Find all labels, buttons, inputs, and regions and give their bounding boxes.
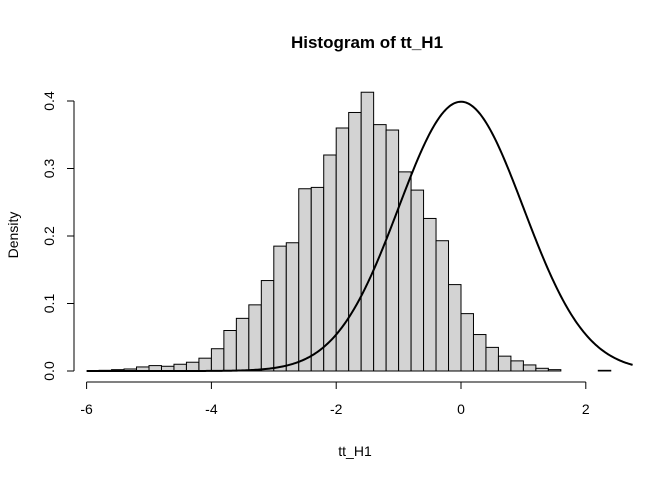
histogram-bar <box>373 124 387 372</box>
histogram-bar <box>198 357 212 372</box>
y-axis: 0.0 0.1 0.2 0.3 0.4 <box>41 91 75 381</box>
y-tick-label: 0.2 <box>41 226 57 246</box>
histogram-bar <box>460 313 474 372</box>
x-axis-label: tt_H1 <box>338 443 372 459</box>
histogram-bar <box>485 346 499 372</box>
histogram-bar <box>448 284 462 372</box>
y-tick-label: 0.3 <box>41 159 57 179</box>
histogram-bar <box>597 369 612 372</box>
histogram-bar <box>435 240 450 372</box>
histogram-bar <box>210 348 225 372</box>
chart-title: Histogram of tt_H1 <box>291 33 443 52</box>
histogram-bar <box>235 317 250 372</box>
histogram-bar <box>410 189 425 372</box>
histogram-bar <box>248 304 262 372</box>
x-tick-label: -6 <box>80 401 93 417</box>
histogram-bar <box>298 188 312 372</box>
histogram-bar <box>223 330 237 372</box>
histogram-bar <box>547 369 562 372</box>
x-tick-label: -4 <box>205 401 218 417</box>
histogram-bar <box>273 245 287 372</box>
y-tick-label: 0.4 <box>41 91 57 111</box>
histogram-bar <box>522 364 537 372</box>
x-tick-label: 0 <box>457 401 465 417</box>
y-tick-label: 0.1 <box>41 294 57 314</box>
histogram-bar <box>335 127 350 372</box>
histogram-bar <box>510 360 524 372</box>
x-tick-label: 2 <box>582 401 590 417</box>
histogram-bar <box>497 355 512 372</box>
histogram-bar <box>348 111 362 372</box>
histogram-bar <box>423 217 437 372</box>
x-tick-label: -2 <box>330 401 343 417</box>
histogram-bar <box>260 280 275 372</box>
histogram-bar <box>360 91 375 372</box>
y-axis-label: Density <box>5 212 21 259</box>
histogram-bar <box>310 186 325 372</box>
histogram-bars <box>98 91 612 372</box>
normal-density-curve <box>86 100 633 372</box>
histogram-bar <box>385 129 400 372</box>
histogram-bar <box>535 367 549 372</box>
histogram-bar <box>285 242 300 372</box>
histogram-bar <box>472 334 487 372</box>
histogram-bar <box>185 361 200 372</box>
histogram-bar <box>323 154 337 372</box>
y-tick-label: 0.0 <box>41 361 57 381</box>
x-axis: -6 -4 -2 0 2 <box>80 381 590 417</box>
